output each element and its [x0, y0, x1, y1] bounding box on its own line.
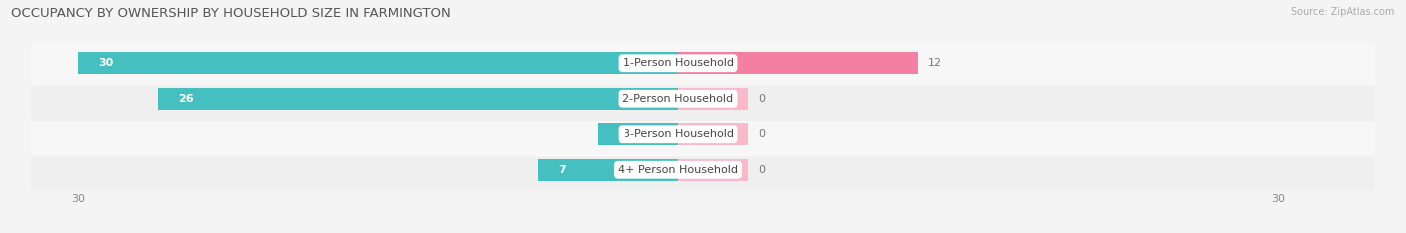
- FancyBboxPatch shape: [31, 112, 1375, 157]
- FancyBboxPatch shape: [31, 41, 1375, 86]
- Text: 3-Person Household: 3-Person Household: [623, 129, 734, 139]
- Text: 12: 12: [928, 58, 942, 68]
- FancyBboxPatch shape: [31, 76, 1375, 121]
- FancyBboxPatch shape: [31, 147, 1375, 192]
- Text: 4+ Person Household: 4+ Person Household: [619, 165, 738, 175]
- Text: 0: 0: [758, 165, 765, 175]
- Bar: [678, 123, 748, 145]
- Text: OCCUPANCY BY OWNERSHIP BY HOUSEHOLD SIZE IN FARMINGTON: OCCUPANCY BY OWNERSHIP BY HOUSEHOLD SIZE…: [11, 7, 451, 20]
- Text: 2-Person Household: 2-Person Household: [623, 94, 734, 104]
- Text: 4: 4: [619, 129, 626, 139]
- Text: Source: ZipAtlas.com: Source: ZipAtlas.com: [1291, 7, 1395, 17]
- Text: 26: 26: [179, 94, 194, 104]
- Text: 0: 0: [758, 129, 765, 139]
- Text: 0: 0: [758, 94, 765, 104]
- Text: 7: 7: [558, 165, 565, 175]
- Text: 1-Person Household: 1-Person Household: [623, 58, 734, 68]
- Bar: [678, 52, 918, 74]
- Bar: [678, 159, 748, 181]
- Bar: [79, 52, 678, 74]
- Text: 30: 30: [98, 58, 114, 68]
- Bar: [598, 123, 678, 145]
- Bar: [157, 88, 678, 110]
- Bar: [538, 159, 678, 181]
- Bar: [678, 88, 748, 110]
